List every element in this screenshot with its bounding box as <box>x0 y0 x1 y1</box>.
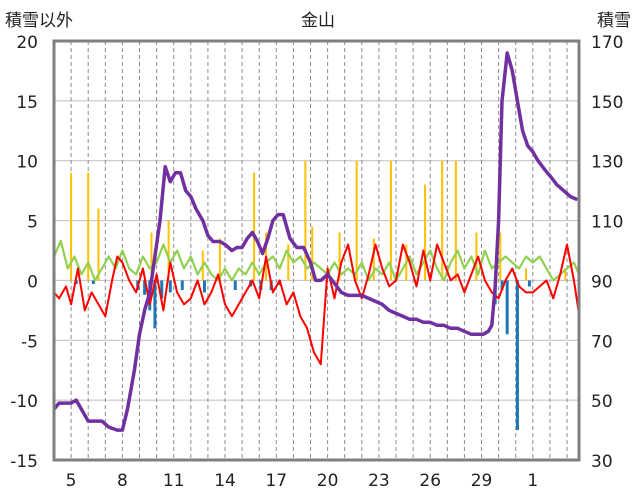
precip-bar <box>168 280 172 293</box>
x-tick-label: 29 <box>471 471 493 491</box>
right-tick-label: 110 <box>591 213 623 233</box>
precip-bar <box>160 280 164 299</box>
plot-frame <box>52 39 581 462</box>
right-tick-label: 150 <box>591 93 623 113</box>
x-tick-label: 11 <box>163 471 185 491</box>
left-tick-label: 0 <box>27 272 38 292</box>
precip-bar <box>515 280 519 431</box>
sun-bar <box>424 184 427 281</box>
left-tick-label: 20 <box>16 33 38 53</box>
sun-bar <box>311 226 314 281</box>
precip-bar <box>180 280 184 291</box>
sun-bar <box>564 268 567 281</box>
sun-bar <box>287 244 290 281</box>
right-tick-label: 30 <box>591 452 613 472</box>
chart-title: 金山 <box>301 11 335 31</box>
precip-bar <box>143 280 147 295</box>
sun-bar <box>338 232 341 281</box>
sun-bar <box>304 160 307 281</box>
left-tick-label: -5 <box>21 332 38 352</box>
sun-bar <box>355 160 358 281</box>
x-tick-label: 23 <box>368 471 390 491</box>
left-tick-labels: -15 -10 -5 0 5 10 15 20 <box>10 33 38 472</box>
sun-bar <box>389 160 392 281</box>
right-tick-label: 70 <box>591 332 613 352</box>
right-tick-label: 90 <box>591 272 613 292</box>
sun-bar <box>454 160 457 281</box>
left-tick-label: -15 <box>10 452 38 472</box>
precip-bar <box>233 280 237 291</box>
left-tick-label: 10 <box>16 153 38 173</box>
precip-bar <box>153 280 157 329</box>
right-tick-label: 50 <box>591 392 613 412</box>
precip-bar <box>91 280 95 285</box>
x-tick-label: 1 <box>527 471 538 491</box>
right-tick-label: 170 <box>591 33 623 53</box>
sun-bar <box>372 238 375 281</box>
snow-depth-line <box>52 51 578 432</box>
left-tick-label: -10 <box>10 392 38 412</box>
sun-bar <box>524 268 527 281</box>
sun-bar <box>70 172 73 281</box>
sun-bar <box>150 232 153 281</box>
x-tick-label: 5 <box>66 471 77 491</box>
precip-bar <box>527 280 531 287</box>
green-line <box>52 239 581 282</box>
x-tick-label: 17 <box>265 471 287 491</box>
red-line <box>53 243 580 366</box>
x-tick-label: 26 <box>419 471 441 491</box>
sun-bar <box>97 208 100 281</box>
plot-area <box>52 51 581 432</box>
left-axis-title: 積雪以外 <box>5 11 73 31</box>
right-tick-labels: 30 50 70 90 110 130 150 170 <box>591 33 623 472</box>
sun-bar <box>475 232 478 281</box>
sun-bar <box>253 172 256 281</box>
precip-bar <box>500 280 504 291</box>
sun-bar <box>499 232 502 281</box>
sun-bar <box>218 238 221 281</box>
x-tick-label: 8 <box>117 471 128 491</box>
sun-bar <box>87 172 90 281</box>
x-tick-label: 14 <box>214 471 236 491</box>
left-tick-label: 5 <box>27 213 38 233</box>
x-tick-labels: 5 8 11 14 17 20 23 26 29 1 <box>66 471 539 491</box>
right-tick-label: 130 <box>591 153 623 173</box>
precip-bar <box>505 280 509 335</box>
sun-bar <box>441 160 444 281</box>
precip-bar <box>202 280 206 293</box>
sun-bar <box>167 220 170 281</box>
left-tick-label: 15 <box>16 93 38 113</box>
x-tick-label: 20 <box>317 471 339 491</box>
right-axis-title: 積雪 <box>597 11 631 31</box>
